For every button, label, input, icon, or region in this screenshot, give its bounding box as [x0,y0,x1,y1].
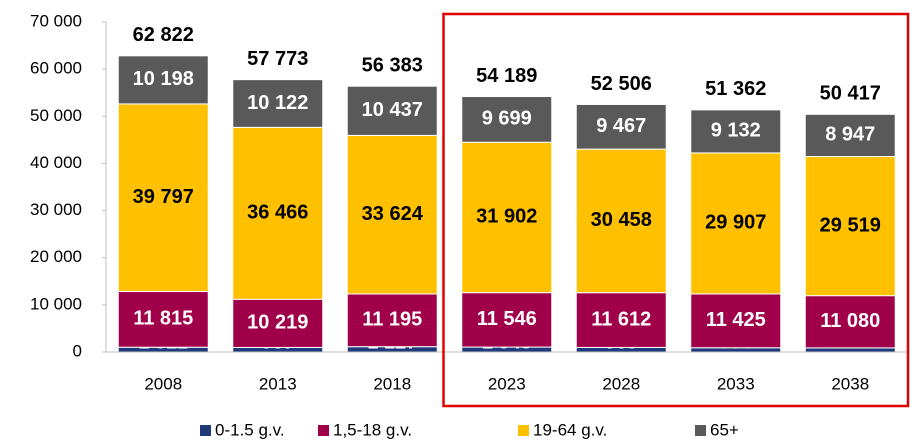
legend-label: 1,5-18 g.v. [333,420,412,439]
x-tick-label: 2023 [488,374,526,393]
total-label: 51 362 [705,78,766,100]
value-label: 11 546 [477,308,537,330]
value-label: 9 467 [596,115,646,137]
value-label: 11 612 [591,308,651,330]
value-label: 11 195 [362,309,422,331]
x-tick-label: 2033 [717,374,755,393]
bar-segment [346,293,438,348]
bar-segment [461,141,553,294]
bar-segment [575,148,667,294]
y-tick-label: 50 000 [30,106,82,125]
value-label: 29 519 [820,214,881,236]
total-label: 56 383 [362,54,423,76]
value-label: 8 947 [825,124,875,146]
bar-segment [232,126,324,300]
legend-swatch [200,425,211,436]
highlight-box [442,12,910,408]
value-label: 10 437 [362,99,423,121]
y-tick-label: 40 000 [30,153,82,172]
x-tick-label: 2008 [144,374,182,393]
bar-segment [117,103,209,293]
total-label: 54 189 [476,65,537,87]
value-label: 9 699 [482,108,532,130]
bar-segment [461,96,553,143]
value-label: 39 797 [133,186,194,208]
value-label: 10 198 [133,68,194,90]
value-label: 31 902 [476,206,537,228]
y-tick-label: 10 000 [30,294,82,313]
legend-label: 0-1.5 g.v. [215,420,285,439]
value-label: 9 132 [711,120,761,142]
bar-segment [232,298,324,348]
bar-segment [117,291,209,348]
y-tick-label: 20 000 [30,247,82,266]
bar-segment [804,295,896,349]
value-label: 33 624 [362,203,424,225]
y-tick-label: 30 000 [30,200,82,219]
bar-segment [461,292,553,348]
bar-segment [690,109,782,154]
value-label: 10 219 [247,312,308,334]
bar-segment [804,155,896,297]
legend-label: 65+ [710,420,739,439]
y-tick-label: 60 000 [30,59,82,78]
bar-segment [690,152,782,295]
bar-segment [804,113,896,157]
total-label: 52 506 [591,73,652,95]
x-tick-label: 2013 [259,374,297,393]
value-label: 11 080 [820,310,880,332]
value-label: 36 466 [247,202,308,224]
value-label: 30 458 [591,209,652,231]
y-tick-label: 70 000 [30,11,82,30]
total-label: 62 822 [133,24,194,46]
total-label: 57 773 [247,48,308,70]
total-label: 50 417 [820,83,881,105]
x-tick-label: 2028 [602,374,640,393]
bar-segment [346,134,438,295]
x-tick-label: 2018 [373,374,411,393]
value-label: 11 815 [133,308,193,330]
bar-segment [232,79,324,128]
value-label: 10 122 [247,92,308,114]
bar-segment [575,292,667,348]
x-tick-label: 2038 [831,374,869,393]
bar-segment [690,293,782,349]
legend-swatch [695,425,706,436]
bar-segment [575,103,667,150]
bar-segment [346,85,438,136]
value-label: 11 425 [706,309,766,331]
value-label: 29 907 [705,212,766,234]
bar-segment [117,55,209,105]
legend-swatch [518,425,529,436]
legend-label: 19-64 g.v. [533,420,607,439]
legend-swatch [318,425,329,436]
y-tick-label: 0 [73,341,82,360]
